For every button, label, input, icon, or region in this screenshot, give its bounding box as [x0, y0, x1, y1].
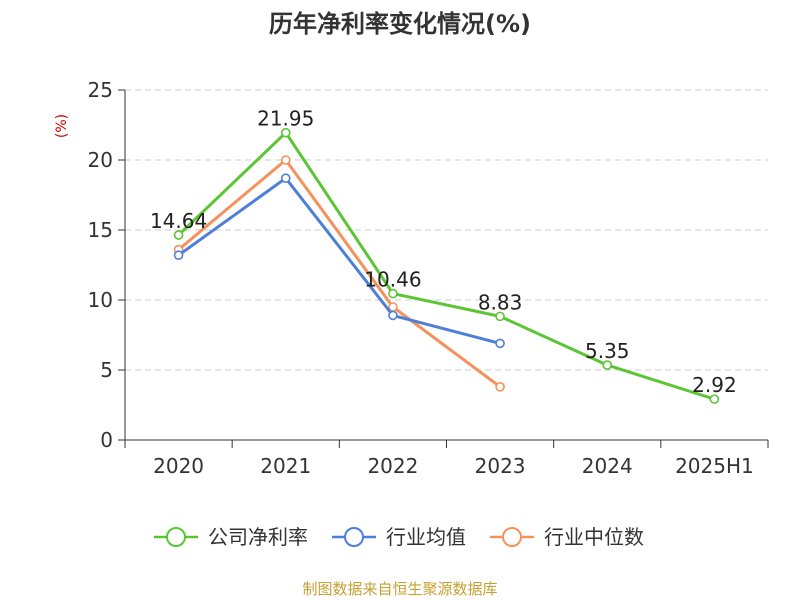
y-axis-unit: (%): [54, 114, 70, 138]
data-label: 21.95: [257, 107, 314, 131]
data-point: [280, 127, 291, 138]
data-point: [709, 394, 720, 404]
data-label: 10.46: [364, 268, 421, 292]
series-line: [177, 131, 715, 401]
data-label: 2.92: [692, 373, 737, 397]
legend-item[interactable]: 行业均值: [332, 525, 466, 549]
grid-lines: [125, 89, 768, 371]
x-tick-label: 2023: [475, 454, 526, 478]
legend[interactable]: 公司净利率 行业均值 行业中位数: [154, 525, 644, 549]
data-point: [388, 288, 398, 299]
y-tick-label: 5: [100, 358, 113, 382]
data-labels: 14.64 21.95 10.46 8.83 5.35 2.92: [150, 107, 737, 397]
data-point: [173, 230, 184, 240]
x-tick-label: 2025H1: [675, 454, 754, 478]
legend-marker: [344, 527, 364, 547]
y-tick-label: 0: [100, 428, 113, 452]
series-line: [177, 176, 501, 345]
legend-item[interactable]: 公司净利率: [154, 525, 308, 549]
axes: 0 5 10 15 20 25 2020 2021 2022 2023 2024 2025H1: [88, 78, 769, 478]
data-point: [173, 250, 184, 260]
data-point: [280, 173, 291, 183]
chart-title: 历年净利率变化情况(%): [269, 10, 531, 38]
y-tick-label: 15: [88, 218, 113, 242]
x-tick-label: 2024: [582, 454, 633, 478]
legend-label: 行业均值: [386, 525, 466, 549]
x-tick-label: 2022: [367, 454, 418, 478]
y-tick-label: 20: [88, 148, 113, 172]
series-layer: [173, 127, 720, 404]
legend-marker: [502, 527, 522, 547]
series-line: [177, 158, 501, 389]
data-point: [602, 360, 613, 370]
data-point: [495, 311, 505, 322]
x-tick-label: 2020: [153, 454, 204, 478]
x-tick-label: 2021: [260, 454, 311, 478]
data-point: [495, 381, 505, 392]
data-label: 14.64: [150, 209, 207, 233]
y-tick-label: 25: [88, 78, 113, 102]
y-tick-label: 10: [88, 288, 113, 312]
legend-item[interactable]: 行业中位数: [490, 525, 644, 549]
data-label: 8.83: [478, 290, 523, 314]
legend-marker: [166, 527, 186, 547]
data-point: [280, 155, 291, 165]
source-note: 制图数据来自恒生聚源数据库: [302, 580, 497, 598]
legend-label: 公司净利率: [208, 525, 308, 549]
legend-label: 行业中位数: [544, 525, 644, 549]
data-label: 5.35: [585, 339, 630, 363]
data-point: [495, 338, 505, 349]
data-point: [388, 310, 398, 321]
